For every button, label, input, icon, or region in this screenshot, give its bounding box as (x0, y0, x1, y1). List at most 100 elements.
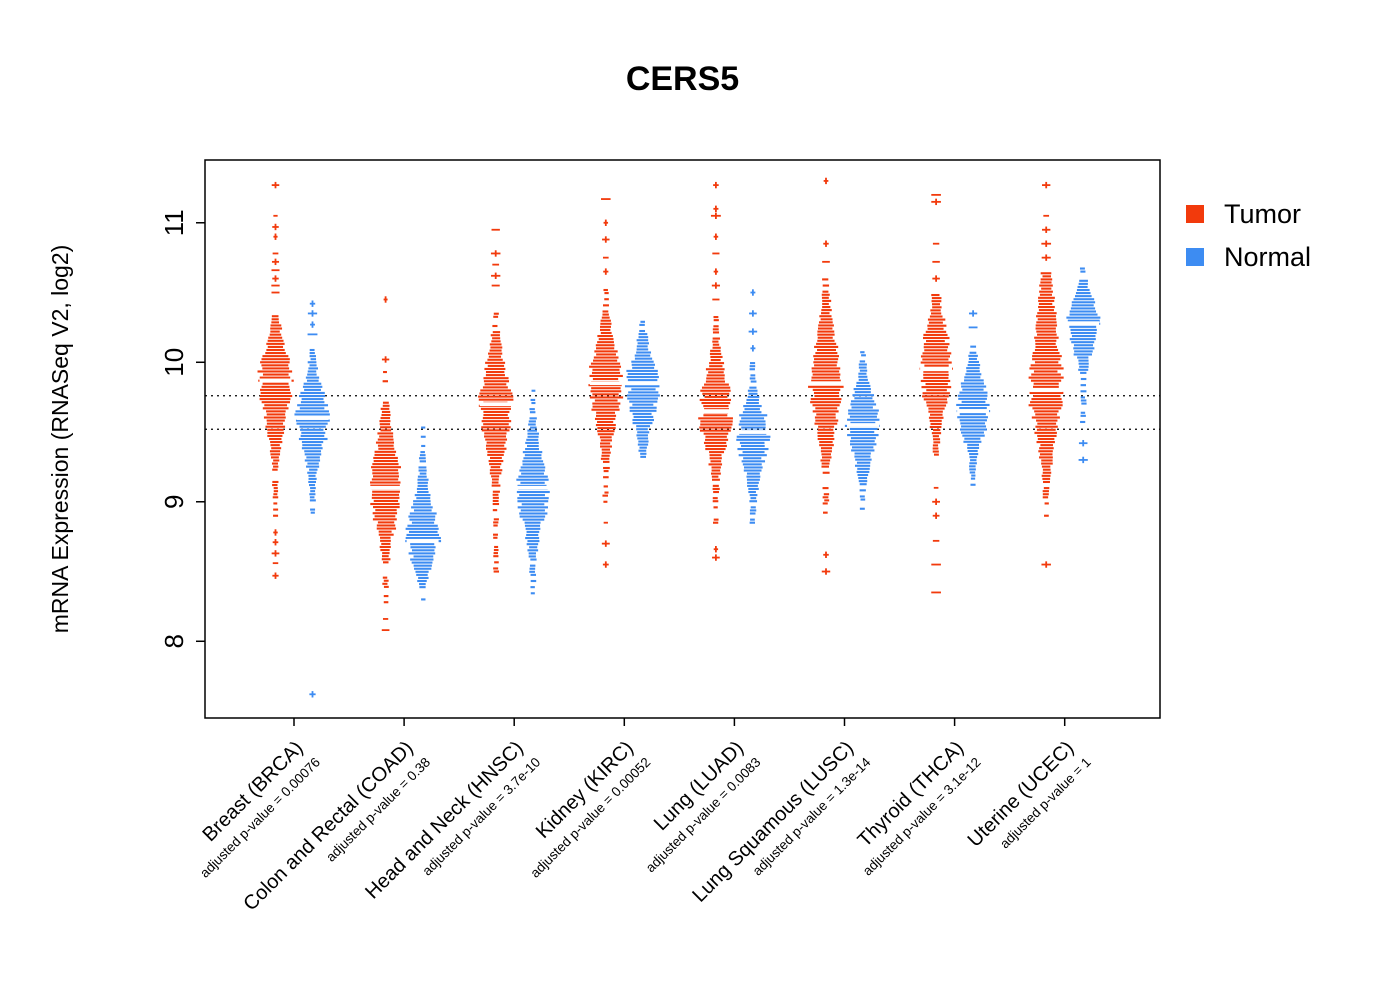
median-line (810, 381, 842, 386)
outlier-mark (710, 212, 721, 219)
outlier-mark (602, 256, 609, 259)
outlier-mark (273, 529, 278, 536)
outlier-mark (272, 572, 279, 579)
outlier-mark (1041, 561, 1051, 568)
outlier-mark (712, 252, 720, 255)
violin-tumor-group-0 (257, 181, 294, 579)
outlier-mark (1041, 254, 1051, 261)
outlier-mark (931, 591, 941, 594)
violin-normal-group-6 (956, 310, 991, 486)
median-line (1030, 388, 1063, 393)
violin-tumor-group-5 (808, 177, 844, 575)
outlier-mark (271, 550, 280, 557)
median-line (259, 378, 292, 383)
violin-normal-group-4 (736, 289, 771, 524)
y-tick-label: 10 (159, 348, 189, 377)
median-line (369, 485, 402, 490)
legend-label-tumor: Tumor (1224, 199, 1301, 229)
median-line (516, 485, 549, 490)
violin-tumor-group-2 (478, 228, 514, 573)
outlier-mark (713, 268, 719, 275)
outlier-mark (713, 233, 719, 240)
median-line (920, 367, 953, 372)
outlier-mark (711, 282, 720, 289)
median-line (736, 430, 769, 434)
legend-label-normal: Normal (1224, 242, 1311, 272)
legend-item-tumor: Tumor (1186, 199, 1301, 229)
outlier-mark (1043, 214, 1050, 217)
median-line (1067, 321, 1100, 326)
outlier-mark (273, 214, 278, 217)
median-line (847, 423, 879, 427)
outlier-mark (271, 284, 280, 287)
outlier-mark (931, 563, 941, 566)
violin-tumor-group-3 (588, 198, 624, 568)
outlier-mark (932, 275, 940, 282)
outlier-mark (750, 289, 756, 296)
outlier-mark (1042, 181, 1051, 189)
outlier-mark (748, 328, 758, 335)
violin-normal-group-1 (405, 426, 442, 601)
violin-normal-group-7 (1066, 267, 1101, 464)
median-line (957, 409, 990, 413)
outlier-mark (603, 219, 609, 226)
outlier-mark (601, 540, 610, 547)
outlier-mark (310, 321, 315, 328)
outlier-mark (271, 258, 280, 266)
outlier-mark (272, 562, 279, 565)
outlier-mark (492, 263, 500, 266)
outlier-mark (381, 629, 390, 632)
outlier-mark (712, 298, 720, 301)
outlier-mark (968, 326, 978, 329)
violin-normal-group-2 (516, 389, 550, 595)
y-tick-label: 8 (159, 634, 189, 648)
outlier-mark (750, 345, 756, 352)
outlier-mark (822, 260, 830, 263)
outlier-mark (272, 223, 279, 231)
median-line (699, 409, 732, 413)
plot-border (204, 159, 1161, 719)
median-line (296, 416, 329, 420)
median-line (406, 538, 439, 543)
outlier-mark (271, 291, 280, 294)
outlier-mark (307, 333, 318, 336)
outlier-mark (931, 193, 941, 196)
violin-normal-group-3 (624, 320, 660, 458)
outlier-mark (933, 486, 939, 489)
outlier-mark (490, 250, 501, 257)
outlier-mark (307, 310, 318, 317)
outlier-mark (1042, 226, 1051, 233)
outlier-mark (272, 275, 279, 282)
outlier-mark (491, 284, 500, 287)
legend-swatch-normal (1186, 248, 1204, 266)
violin-tumor-group-4 (698, 181, 733, 561)
outlier-mark (932, 242, 940, 245)
y-axis-label: mRNA Expression (RNASeq V2, log2) (47, 245, 73, 634)
outlier-mark (382, 618, 389, 620)
outlier-mark (1078, 439, 1088, 447)
outlier-mark (823, 240, 829, 247)
outlier-mark (932, 260, 940, 263)
outlier-mark (603, 268, 609, 275)
outlier-mark (602, 236, 610, 243)
outlier-mark (968, 310, 978, 317)
outlier-mark (309, 300, 316, 307)
outlier-mark (823, 177, 829, 185)
outlier-mark (932, 539, 940, 542)
outlier-mark (491, 228, 500, 231)
legend-item-normal: Normal (1186, 242, 1311, 272)
violin-tumor-group-6 (919, 193, 953, 594)
outlier-mark (601, 198, 611, 200)
y-tick-label: 9 (159, 495, 189, 509)
outlier-mark (1078, 456, 1088, 464)
median-line (626, 381, 659, 386)
outlier-mark (273, 233, 278, 240)
outlier-mark (271, 269, 280, 272)
outlier-mark (931, 198, 941, 206)
median-line (589, 381, 622, 386)
outlier-mark (381, 356, 390, 363)
y-tick-label: 11 (159, 209, 189, 236)
outlier-mark (602, 561, 609, 568)
chart-title: CERS5 (626, 60, 739, 98)
